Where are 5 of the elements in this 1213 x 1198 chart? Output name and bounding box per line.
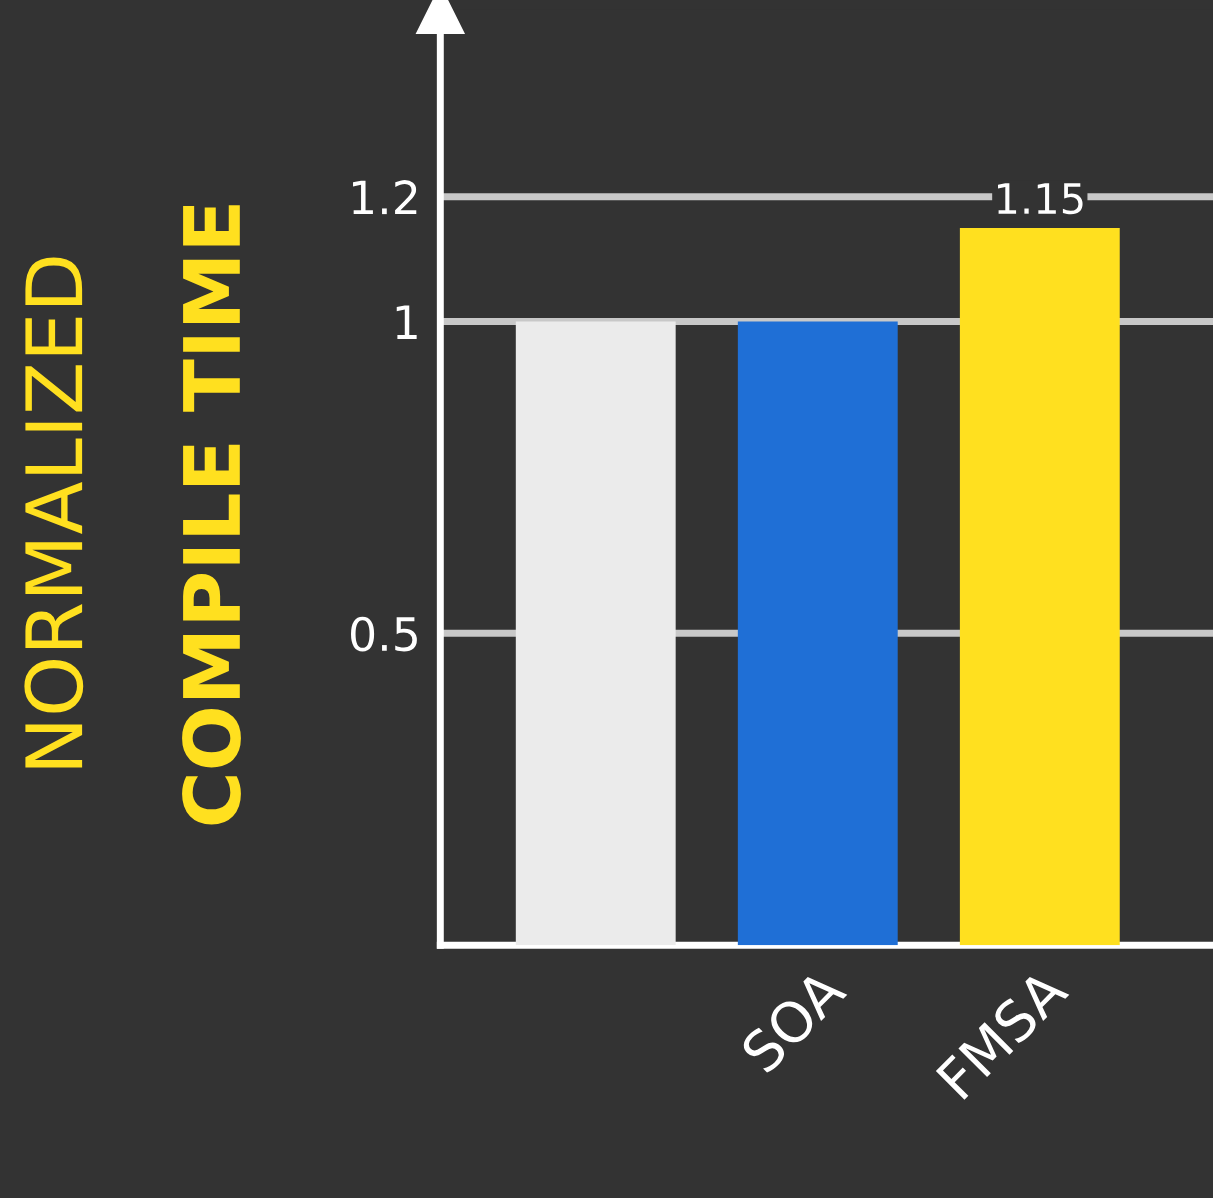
y-tick-label: 0.5: [351, 616, 417, 652]
y-tick-label: 1: [396, 305, 417, 339]
text: NORMALIZED COMPILE TIME: [24, 205, 241, 825]
y-tick-label: 1.2: [353, 180, 417, 215]
data-label: 1.15: [998, 183, 1083, 215]
